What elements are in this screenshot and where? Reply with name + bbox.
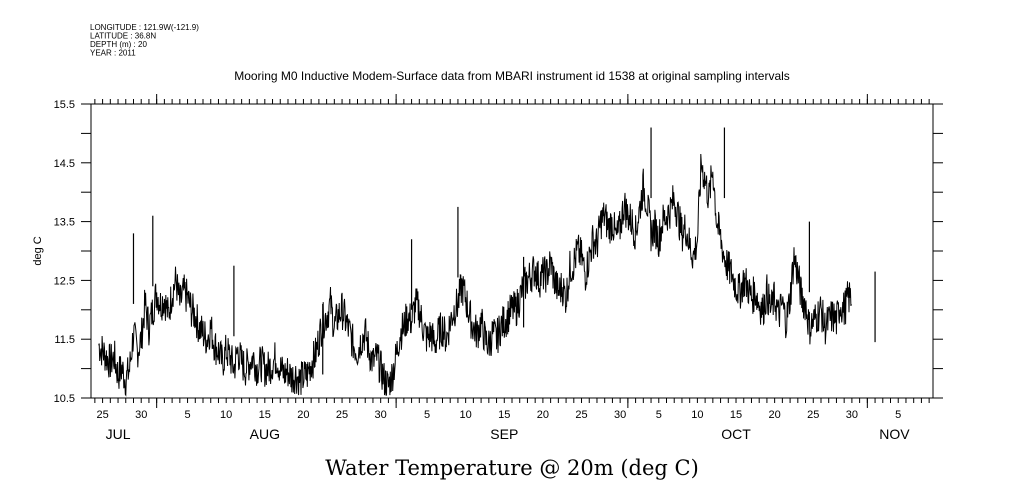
metadata-line: DEPTH (m) : 20 <box>90 40 147 49</box>
y-tick-label: 15.5 <box>54 99 75 111</box>
chart-title: Mooring M0 Inductive Modem-Surface data … <box>234 69 790 83</box>
month-label: SEP <box>490 426 518 442</box>
x-tick-label: 5 <box>895 409 901 421</box>
x-tick-label: 25 <box>807 409 819 421</box>
x-tick-label: 10 <box>220 409 232 421</box>
x-tick-label: 5 <box>424 409 430 421</box>
x-tick-label: 5 <box>656 409 662 421</box>
x-tick-labels: 25 30 5 10 15 20 25 30 5 10 15 20 25 30 5 10 15 20 25 30 5 <box>96 409 901 421</box>
series-group <box>98 127 876 397</box>
x-axis-label: Water Temperature @ 20m (deg C) <box>325 456 699 480</box>
y-tick-label: 12.5 <box>54 275 75 287</box>
month-label: OCT <box>721 426 751 442</box>
month-label: AUG <box>250 426 280 442</box>
metadata-line: YEAR : 2011 <box>90 49 136 58</box>
y-tick-label: 10.5 <box>54 393 75 405</box>
metadata-line: LATITUDE : 36.8N <box>90 32 156 41</box>
month-labels: JUL AUG SEP OCT NOV <box>106 426 911 442</box>
x-tick-label: 30 <box>135 409 147 421</box>
x-tick-label: 10 <box>691 409 703 421</box>
x-tick-label: 30 <box>375 409 387 421</box>
x-tick-label: 15 <box>498 409 510 421</box>
x-tick-label: 25 <box>336 409 348 421</box>
series-line <box>98 153 852 397</box>
month-label: NOV <box>879 426 910 442</box>
metadata-block: LONGITUDE : 121.9W(-121.9)LATITUDE : 36.… <box>90 23 199 58</box>
metadata-line: LONGITUDE : 121.9W(-121.9) <box>90 23 199 32</box>
x-tick-label: 20 <box>769 409 781 421</box>
y-axis-label: deg C <box>32 236 44 265</box>
y-tick-label: 14.5 <box>54 158 75 170</box>
month-label: JUL <box>106 426 131 442</box>
y-tick-label: 11.5 <box>54 334 75 346</box>
x-tick-label: 20 <box>297 409 309 421</box>
x-tick-label: 25 <box>96 409 108 421</box>
x-tick-label: 10 <box>460 409 472 421</box>
x-tick-label: 5 <box>184 409 190 421</box>
x-tick-label: 15 <box>259 409 271 421</box>
y-tick-labels: 10.5 11.5 12.5 13.5 14.5 15.5 <box>54 99 75 405</box>
axis-ticks <box>81 94 943 408</box>
y-tick-label: 13.5 <box>54 217 75 229</box>
x-tick-label: 30 <box>846 409 858 421</box>
x-tick-label: 30 <box>614 409 626 421</box>
x-tick-label: 20 <box>537 409 549 421</box>
x-tick-label: 25 <box>575 409 587 421</box>
x-tick-label: 15 <box>730 409 742 421</box>
